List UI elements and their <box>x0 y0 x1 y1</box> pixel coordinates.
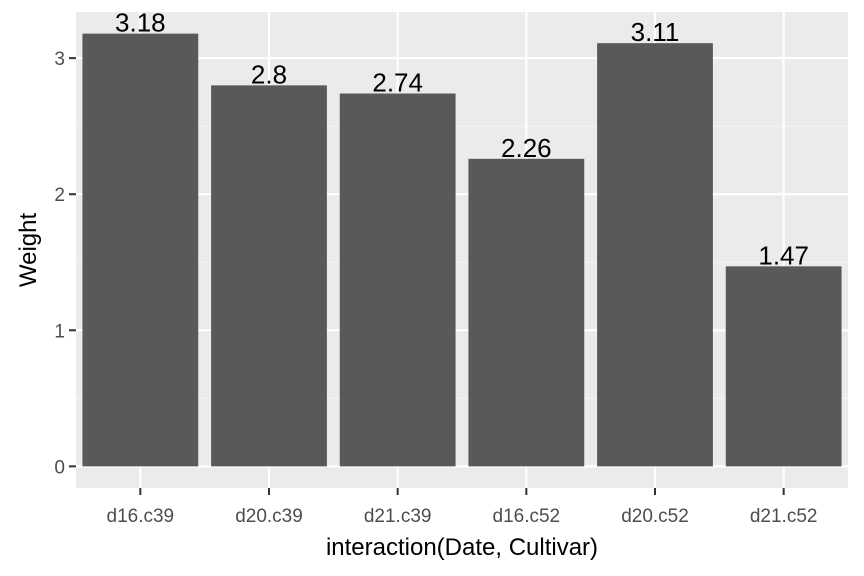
data-label-d16.c39: 3.18 <box>115 8 166 38</box>
x-tick-label: d16.c39 <box>107 506 175 527</box>
y-tick-label: 0 <box>54 457 65 478</box>
plot-panel <box>76 12 848 488</box>
y-axis-title: Weight <box>15 213 42 288</box>
bar-d16.c52 <box>468 158 585 467</box>
data-label-d21.c52: 1.47 <box>758 240 809 270</box>
x-tick-label: d21.c39 <box>364 506 432 527</box>
x-tick-label: d16.c52 <box>493 506 561 527</box>
minor-gridlines <box>76 125 848 399</box>
y-tick-label: 1 <box>54 321 65 342</box>
bar-d16.c39 <box>82 33 199 467</box>
x-tick-label: d21.c52 <box>750 506 818 527</box>
data-label-d21.c39: 2.74 <box>372 68 423 98</box>
y-tick-label: 3 <box>54 49 65 70</box>
data-label-d20.c39: 2.8 <box>251 59 287 89</box>
x-axis-title: interaction(Date, Cultivar) <box>326 534 598 561</box>
y-tick-label: 2 <box>54 185 65 206</box>
data-labels-group: 3.18 2.8 2.74 2.26 3.11 1.47 <box>115 8 809 271</box>
data-label-d20.c52: 3.11 <box>631 17 680 47</box>
bar-d20.c39 <box>211 85 327 467</box>
bars-group <box>82 33 842 467</box>
bar-d21.c39 <box>339 93 456 467</box>
y-axis: 0 1 2 3 <box>54 49 76 478</box>
bar-d21.c52 <box>725 266 842 467</box>
data-label-d16.c52: 2.26 <box>501 133 552 163</box>
x-axis: d16.c39 d20.c39 d21.c39 d16.c52 d20.c52 d21.c… <box>107 488 818 527</box>
x-tick-label: d20.c52 <box>621 506 689 527</box>
x-tick-label: d20.c39 <box>235 506 303 527</box>
bar-d20.c52 <box>597 43 713 467</box>
